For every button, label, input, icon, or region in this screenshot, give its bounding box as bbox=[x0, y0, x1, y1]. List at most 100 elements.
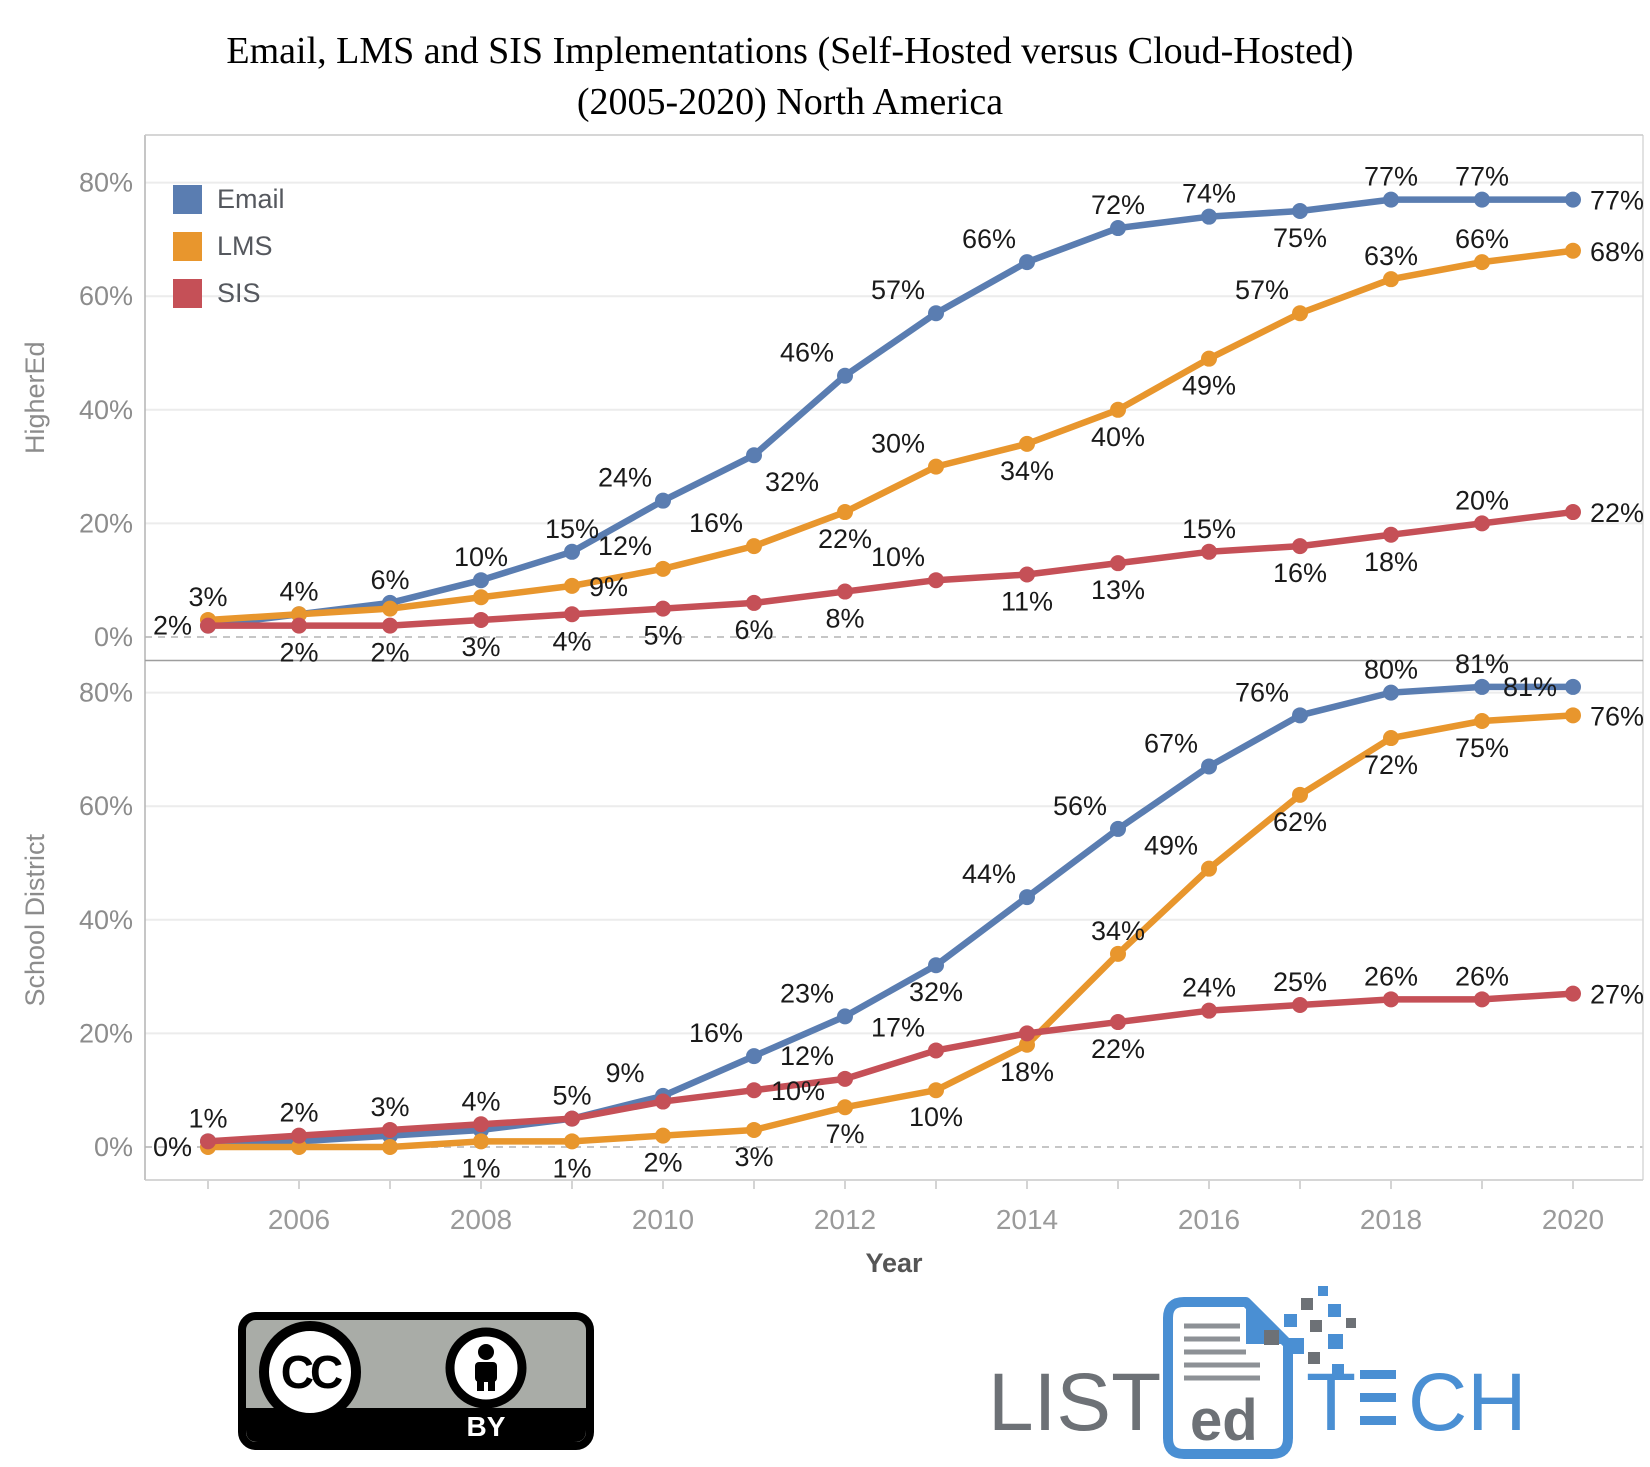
data-point-email bbox=[473, 572, 489, 589]
data-label-lms: 63% bbox=[1364, 241, 1418, 271]
data-point-lms bbox=[837, 1099, 853, 1116]
data-label-sis: 18% bbox=[1364, 547, 1418, 577]
y-tick-label: 20% bbox=[79, 508, 133, 538]
data-point-sis bbox=[746, 594, 762, 611]
data-label-email: 24% bbox=[598, 463, 652, 493]
data-label-sis: 12% bbox=[780, 1041, 834, 1071]
logo-tech-text: T CH bbox=[1306, 1357, 1526, 1448]
listedtech-logo: LIST ed T bbox=[988, 1286, 1526, 1459]
data-label-sis: 2% bbox=[279, 1098, 318, 1128]
data-point-sis bbox=[1383, 991, 1399, 1008]
data-point-sis bbox=[200, 1133, 216, 1150]
data-label-sis: 15% bbox=[1182, 514, 1236, 544]
data-point-lms bbox=[1019, 1036, 1035, 1053]
series-line-lms bbox=[204, 247, 1577, 624]
logo-list-text: LIST bbox=[988, 1357, 1161, 1448]
data-label-email: 57% bbox=[871, 275, 925, 305]
data-label-email: 77% bbox=[1364, 162, 1418, 192]
data-point-sis bbox=[382, 1121, 398, 1138]
data-point-lms bbox=[1383, 730, 1399, 747]
data-label-lms: 3% bbox=[734, 1142, 773, 1172]
person-head bbox=[478, 1344, 494, 1360]
data-point-lms bbox=[1292, 786, 1308, 803]
data-label-sis: 5% bbox=[643, 621, 682, 651]
data-label-email: 75% bbox=[1273, 223, 1327, 253]
data-point-lms bbox=[291, 1139, 307, 1155]
data-label-sis: 27% bbox=[1590, 980, 1644, 1010]
data-label-sis: 3% bbox=[370, 1092, 409, 1122]
chart-title-line2: (2005-2020) North America bbox=[576, 81, 1004, 123]
person-leg bbox=[488, 1380, 495, 1391]
data-point-sis bbox=[1565, 504, 1581, 521]
data-point-sis bbox=[1474, 515, 1490, 532]
data-point-lms bbox=[382, 600, 398, 617]
data-point-lms bbox=[928, 1082, 944, 1099]
email-swatch-icon bbox=[173, 185, 202, 214]
data-point-email bbox=[1019, 254, 1035, 271]
data-label-sis: 3% bbox=[461, 632, 500, 662]
data-label-email: 32% bbox=[765, 467, 819, 497]
data-label-email: 74% bbox=[1182, 179, 1236, 209]
data-point-sis bbox=[746, 1082, 762, 1099]
data-label-lms: 49% bbox=[1182, 371, 1236, 401]
y-tick-label: 60% bbox=[79, 791, 133, 821]
data-label-sis: 11% bbox=[1001, 587, 1053, 617]
y-tick-label: 40% bbox=[79, 395, 133, 425]
data-point-sis bbox=[837, 583, 853, 600]
data-point-sis bbox=[473, 611, 489, 628]
data-label-sis: 4% bbox=[552, 626, 591, 656]
y-tick-label: 0% bbox=[94, 622, 133, 652]
data-point-sis bbox=[1110, 1014, 1126, 1031]
series-line-email bbox=[204, 196, 1577, 629]
data-label-email: 72% bbox=[1091, 190, 1145, 220]
series-line-sis bbox=[204, 990, 1577, 1145]
data-point-lms bbox=[473, 1133, 489, 1150]
data-point-sis bbox=[473, 1116, 489, 1133]
data-label-sis: 13% bbox=[1091, 575, 1145, 605]
data-label-sis: 5% bbox=[552, 1081, 591, 1111]
data-point-sis bbox=[655, 600, 671, 617]
data-point-email bbox=[1110, 220, 1126, 237]
x-tick-label: 2006 bbox=[268, 1204, 330, 1235]
logo-tech-t: T bbox=[1306, 1357, 1356, 1448]
legend-item-lms: LMS bbox=[173, 231, 285, 262]
chart-title: Email, LMS and SIS Implementations (Self… bbox=[0, 26, 1580, 128]
data-point-email bbox=[1383, 684, 1399, 701]
legend-label-lms: LMS bbox=[217, 231, 273, 261]
data-point-sis bbox=[382, 617, 398, 634]
data-point-lms bbox=[291, 606, 307, 623]
data-label-lms: 0% bbox=[153, 1132, 192, 1162]
data-point-email bbox=[837, 1008, 853, 1025]
data-label-sis: 24% bbox=[1182, 973, 1236, 1003]
data-point-lms bbox=[473, 589, 489, 606]
data-label-lms: 40% bbox=[1091, 422, 1145, 452]
data-point-lms bbox=[564, 577, 580, 594]
data-label-sis: 26% bbox=[1364, 961, 1418, 991]
data-point-sis bbox=[655, 1093, 671, 1110]
data-label-email: 76% bbox=[1235, 677, 1289, 707]
data-label-email: 77% bbox=[1455, 162, 1509, 192]
y-tick-label: 80% bbox=[79, 678, 133, 708]
data-label-sis: 17% bbox=[871, 1012, 925, 1042]
data-point-email bbox=[1292, 203, 1308, 219]
data-point-lms bbox=[1292, 305, 1308, 322]
data-point-email bbox=[564, 543, 580, 560]
data-point-lms bbox=[1201, 350, 1217, 367]
data-label-email: 10% bbox=[454, 542, 508, 572]
data-label-lms: 49% bbox=[1144, 831, 1198, 861]
data-point-email bbox=[928, 305, 944, 322]
data-label-lms: 7% bbox=[825, 1119, 864, 1149]
data-label-email: 9% bbox=[605, 1058, 644, 1088]
data-point-sis bbox=[1019, 1025, 1035, 1042]
data-label-lms: 66% bbox=[1455, 224, 1509, 254]
data-point-lms bbox=[746, 1121, 762, 1138]
data-label-lms: 10% bbox=[909, 1102, 963, 1132]
data-point-lms bbox=[1383, 271, 1399, 288]
data-label-lms: 68% bbox=[1590, 237, 1644, 267]
cc-circle-icon bbox=[259, 1321, 361, 1423]
x-axis-title: Year bbox=[865, 1248, 923, 1278]
data-point-email bbox=[1019, 889, 1035, 906]
data-label-sis: 8% bbox=[825, 604, 864, 634]
data-point-email bbox=[655, 492, 671, 509]
row-label: HigherEd bbox=[20, 341, 50, 454]
